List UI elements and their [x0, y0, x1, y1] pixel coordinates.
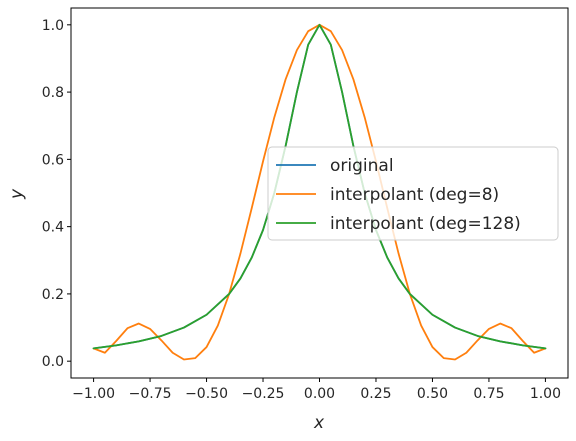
- x-tick-label: −0.50: [185, 386, 228, 402]
- y-axis-label: y: [7, 188, 27, 200]
- x-axis-ticks: −1.00 −0.75 −0.50 −0.25 0.00 0.25 0.50 0.75 1.00: [72, 378, 561, 402]
- y-tick-label: 0.2: [42, 287, 64, 303]
- x-tick-label: 0.75: [473, 386, 504, 402]
- legend: original interpolant (deg=8) interpolant (…: [267, 146, 559, 241]
- legend-box: [267, 146, 559, 241]
- y-tick-label: 0.4: [42, 220, 64, 236]
- series-layer: [92, 23, 547, 361]
- legend-label-1: interpolant (deg=8): [330, 185, 499, 205]
- y-tick-label: 0.8: [42, 85, 64, 101]
- y-axis-ticks: 0.0 0.2 0.4 0.6 0.8 1.0: [42, 18, 71, 370]
- x-axis-label: x: [313, 413, 325, 433]
- x-tick-label: −0.25: [242, 386, 285, 402]
- x-tick-label: 1.00: [530, 386, 561, 402]
- y-tick-label: 0.6: [42, 152, 64, 168]
- x-tick-label: 0.25: [360, 386, 391, 402]
- x-tick-label: −1.00: [72, 386, 115, 402]
- x-tick-label: 0.00: [304, 386, 335, 402]
- x-tick-label: −0.75: [129, 386, 172, 402]
- y-tick-label: 0.0: [42, 354, 64, 370]
- y-tick-label: 1.0: [42, 18, 64, 34]
- series-line-2: [92, 23, 547, 350]
- x-tick-label: 0.50: [417, 386, 448, 402]
- legend-label-2: interpolant (deg=128): [330, 214, 521, 234]
- legend-label-0: original: [330, 156, 394, 176]
